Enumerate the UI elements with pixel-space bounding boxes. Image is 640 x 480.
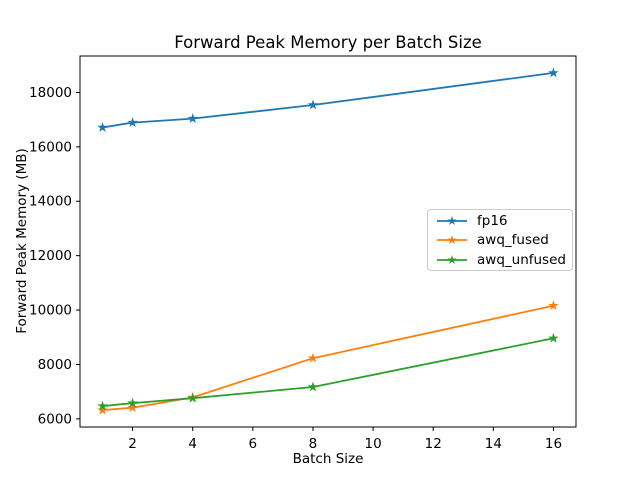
series-awq_unfused: [97, 332, 559, 411]
y-axis-label: Forward Peak Memory (MB): [14, 148, 30, 334]
legend-label: awq_unfused: [477, 251, 566, 268]
data-point-marker: [307, 352, 319, 363]
x-tick-label: 12: [425, 436, 442, 452]
y-tick-label: 10000: [29, 303, 72, 319]
x-tick-label: 2: [128, 436, 137, 452]
series-fp16: [97, 67, 559, 132]
data-point-marker: [307, 381, 319, 392]
data-point-marker: [97, 400, 108, 411]
y-tick-label: 12000: [29, 248, 72, 264]
axis-ticks: 2 4 6 8 10 12 14 16 6000 8000 10000 12000 14000 16000…: [29, 85, 562, 452]
legend-entry: awq_fused: [435, 231, 572, 249]
x-tick-label: 8: [309, 436, 318, 452]
y-tick-label: 6000: [38, 411, 72, 427]
data-point-marker: [127, 117, 138, 128]
x-tick-label: 10: [364, 436, 381, 452]
chart-title: Forward Peak Memory per Batch Size: [174, 33, 482, 52]
data-point-marker: [127, 397, 138, 408]
data-point-marker: [548, 332, 559, 343]
x-tick-label: 6: [249, 436, 258, 452]
y-tick-label: 18000: [29, 85, 72, 101]
series-awq_fused: [97, 300, 559, 415]
data-point-marker: [548, 67, 559, 78]
x-tick-label: 4: [188, 436, 197, 452]
legend-star-icon: [447, 215, 457, 225]
legend-line-sample: [437, 235, 467, 244]
data-point-marker: [97, 122, 108, 132]
data-point-marker: [127, 402, 138, 413]
x-tick-label: 16: [545, 436, 562, 452]
x-axis-label: Batch Size: [292, 451, 364, 467]
y-tick-label: 8000: [38, 357, 72, 373]
legend-star-icon: [447, 235, 457, 244]
data-point-marker: [97, 404, 108, 415]
legend-entry: fp16: [435, 212, 572, 230]
legend-label: awq_fused: [477, 232, 549, 248]
data-point-marker: [187, 113, 198, 123]
legend-line-sample: [437, 254, 467, 264]
legend: fp16 awq_fused awq_unfused: [427, 209, 573, 271]
legend-star-icon: [447, 254, 457, 264]
legend-label: fp16: [477, 212, 508, 229]
y-tick-label: 16000: [29, 139, 72, 155]
legend-line-sample: [437, 215, 467, 225]
x-tick-label: 14: [485, 436, 502, 452]
axes-spines: [79, 55, 577, 428]
data-point-marker: [187, 392, 198, 403]
data-point-marker: [307, 99, 319, 110]
data-point-marker: [548, 300, 559, 311]
legend-entry: awq_unfused: [435, 251, 572, 269]
y-tick-label: 14000: [29, 194, 72, 210]
